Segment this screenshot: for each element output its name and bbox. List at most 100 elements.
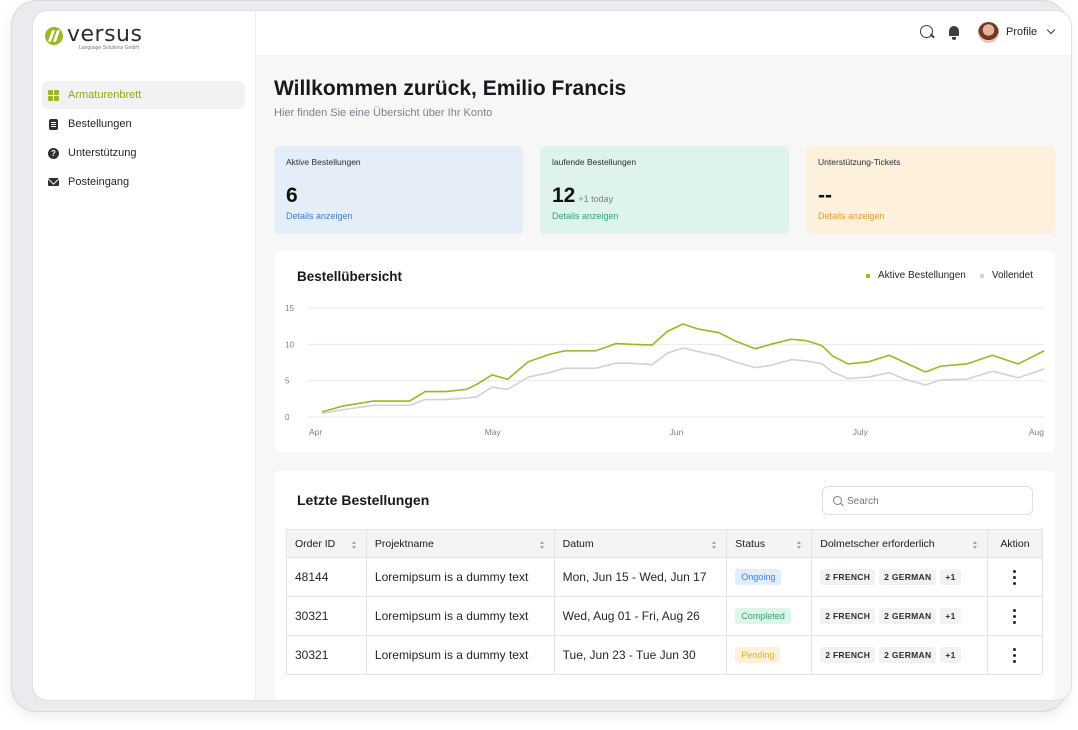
order-id-cell: 48144 — [286, 557, 367, 597]
page-title: Willkommen zurück, Emilio Francis — [274, 77, 627, 100]
recent-orders-card: Letzte Bestellungen Order ID Projektname… — [274, 471, 1055, 700]
sidebar-item-label: Armaturenbrett — [68, 89, 142, 101]
language-tag: 2 GERMAN — [879, 608, 937, 624]
stat-card-support-tickets: Unterstützung-Tickets -- Details anzeige… — [806, 146, 1055, 234]
project-cell: Loremipsum is a dummy text — [365, 557, 555, 597]
stat-value: -- — [818, 184, 832, 207]
x-tick-label: Apr — [309, 427, 322, 437]
x-tick-label: Jun — [670, 427, 684, 437]
x-tick-label: Aug — [1029, 427, 1044, 437]
date-cell: Mon, Jun 15 - Wed, Jun 17 — [553, 557, 728, 597]
table-row[interactable]: 48144 Loremipsum is a dummy text Mon, Ju… — [286, 557, 1044, 597]
bell-icon[interactable] — [947, 25, 963, 41]
column-header-action: Aktion — [986, 529, 1044, 558]
sort-icon[interactable] — [351, 541, 357, 549]
table-row[interactable]: 30321 Loremipsum is a dummy text Tue, Ju… — [286, 635, 1044, 675]
action-cell — [986, 557, 1044, 597]
column-header-interpreters[interactable]: Dolmetscher erforderlich — [811, 529, 988, 558]
device-frame: versus Language Solutions GmbH Armaturen… — [11, 0, 1072, 712]
column-header-order-id[interactable]: Order ID — [286, 529, 367, 558]
app-screen: versus Language Solutions GmbH Armaturen… — [32, 10, 1072, 701]
x-tick-label: May — [485, 427, 502, 437]
order-id-cell: 30321 — [286, 635, 367, 675]
project-cell: Loremipsum is a dummy text — [365, 596, 555, 636]
date-cell: Wed, Aug 01 - Fri, Aug 26 — [553, 596, 728, 636]
stat-label: Unterstützung-Tickets — [818, 157, 901, 167]
stat-value: 6 — [286, 184, 298, 207]
brand-subtitle: Language Solutions GmbH — [79, 45, 140, 51]
more-options-icon[interactable] — [1013, 647, 1017, 663]
status-badge: Ongoing — [735, 569, 782, 585]
action-cell — [986, 635, 1044, 675]
brand-name: versus — [67, 22, 143, 47]
sidebar-nav: Armaturenbrett Bestellungen ? Unterstütz… — [42, 81, 245, 197]
more-options-icon[interactable] — [1013, 608, 1017, 624]
details-link[interactable]: Details anzeigen — [286, 211, 353, 221]
sort-icon[interactable] — [972, 541, 978, 549]
dashboard-grid-icon — [48, 89, 59, 101]
logo-mark-icon — [45, 27, 63, 45]
orders-search[interactable] — [822, 486, 1033, 515]
x-tick-label: July — [853, 427, 869, 437]
status-cell: Ongoing — [726, 557, 813, 597]
stat-label: Aktive Bestellungen — [286, 157, 361, 167]
details-link[interactable]: Details anzeigen — [818, 211, 885, 221]
avatar[interactable] — [978, 22, 999, 43]
profile-menu-label[interactable]: Profile — [1006, 26, 1038, 38]
sort-icon[interactable] — [539, 541, 545, 549]
sidebar-item-armaturenbrett[interactable]: Armaturenbrett — [42, 81, 245, 109]
more-tag[interactable]: +1 — [940, 608, 961, 624]
order-overview-card: Bestellübersicht Aktive Bestellungen Vol… — [274, 251, 1055, 452]
stat-label: laufende Bestellungen — [552, 157, 637, 167]
y-tick-label: 5 — [285, 377, 290, 386]
search-input[interactable] — [847, 493, 1027, 509]
y-tick-label: 0 — [285, 413, 290, 422]
status-badge: Completed — [735, 608, 791, 624]
help-icon: ? — [48, 147, 59, 159]
stat-extra: +1 today — [578, 194, 614, 204]
table-header-row: Order ID Projektname Datum Status Dolmet… — [286, 529, 1044, 558]
language-tag: 2 GERMAN — [879, 647, 937, 663]
orders-title: Letzte Bestellungen — [297, 492, 430, 508]
main-content: Willkommen zurück, Emilio Francis Hier f… — [256, 55, 1071, 700]
status-badge: Pending — [735, 647, 781, 663]
language-tag: 2 FRENCH — [820, 569, 876, 585]
column-header-date[interactable]: Datum — [553, 529, 728, 558]
chevron-down-icon[interactable] — [1046, 25, 1056, 35]
sidebar-item-posteingang[interactable]: Posteingang — [42, 168, 245, 196]
language-tag: 2 FRENCH — [820, 608, 876, 624]
language-tag: 2 GERMAN — [879, 569, 937, 585]
sidebar-item-bestellungen[interactable]: Bestellungen — [42, 110, 245, 138]
search-icon — [833, 496, 842, 505]
more-options-icon[interactable] — [1013, 569, 1017, 585]
document-icon — [48, 118, 59, 130]
orders-table: Order ID Projektname Datum Status Dolmet… — [286, 529, 1044, 675]
column-header-status[interactable]: Status — [726, 529, 813, 558]
date-cell: Tue, Jun 23 - Tue Jun 30 — [553, 635, 728, 675]
sort-icon[interactable] — [797, 541, 802, 549]
top-bar: Profile — [256, 11, 1071, 55]
page-subtitle: Hier finden Sie eine Übersicht über Ihr … — [274, 107, 493, 119]
more-tag[interactable]: +1 — [940, 569, 961, 585]
status-cell: Completed — [726, 596, 813, 636]
chart-legend: Aktive Bestellungen Vollendet — [852, 270, 1033, 281]
search-icon[interactable] — [920, 25, 936, 41]
legend-item-completed[interactable]: Vollendet — [979, 270, 1033, 281]
language-tag: 2 FRENCH — [820, 647, 876, 663]
mail-icon — [48, 177, 59, 188]
column-header-project[interactable]: Projektname — [365, 529, 555, 558]
legend-item-active[interactable]: Aktive Bestellungen — [866, 270, 966, 281]
line-chart: 0 5 10 15 Apr May Jun July Aug — [285, 304, 1045, 437]
sidebar-item-unterstuetzung[interactable]: ? Unterstützung — [42, 139, 245, 167]
sort-icon[interactable] — [712, 541, 717, 549]
status-cell: Pending — [726, 635, 813, 675]
interpreters-cell: 2 FRENCH 2 GERMAN +1 — [811, 596, 988, 636]
more-tag[interactable]: +1 — [940, 647, 961, 663]
sidebar-item-label: Unterstützung — [68, 147, 137, 159]
details-link[interactable]: Details anzeigen — [552, 211, 619, 221]
table-row[interactable]: 30321 Loremipsum is a dummy text Wed, Au… — [286, 596, 1044, 636]
sidebar-item-label: Bestellungen — [68, 118, 132, 130]
stat-card-running-orders: laufende Bestellungen 12 +1 today Details… — [540, 146, 789, 234]
stat-value: 12 +1 today — [552, 184, 614, 207]
legend-dot — [979, 273, 984, 278]
